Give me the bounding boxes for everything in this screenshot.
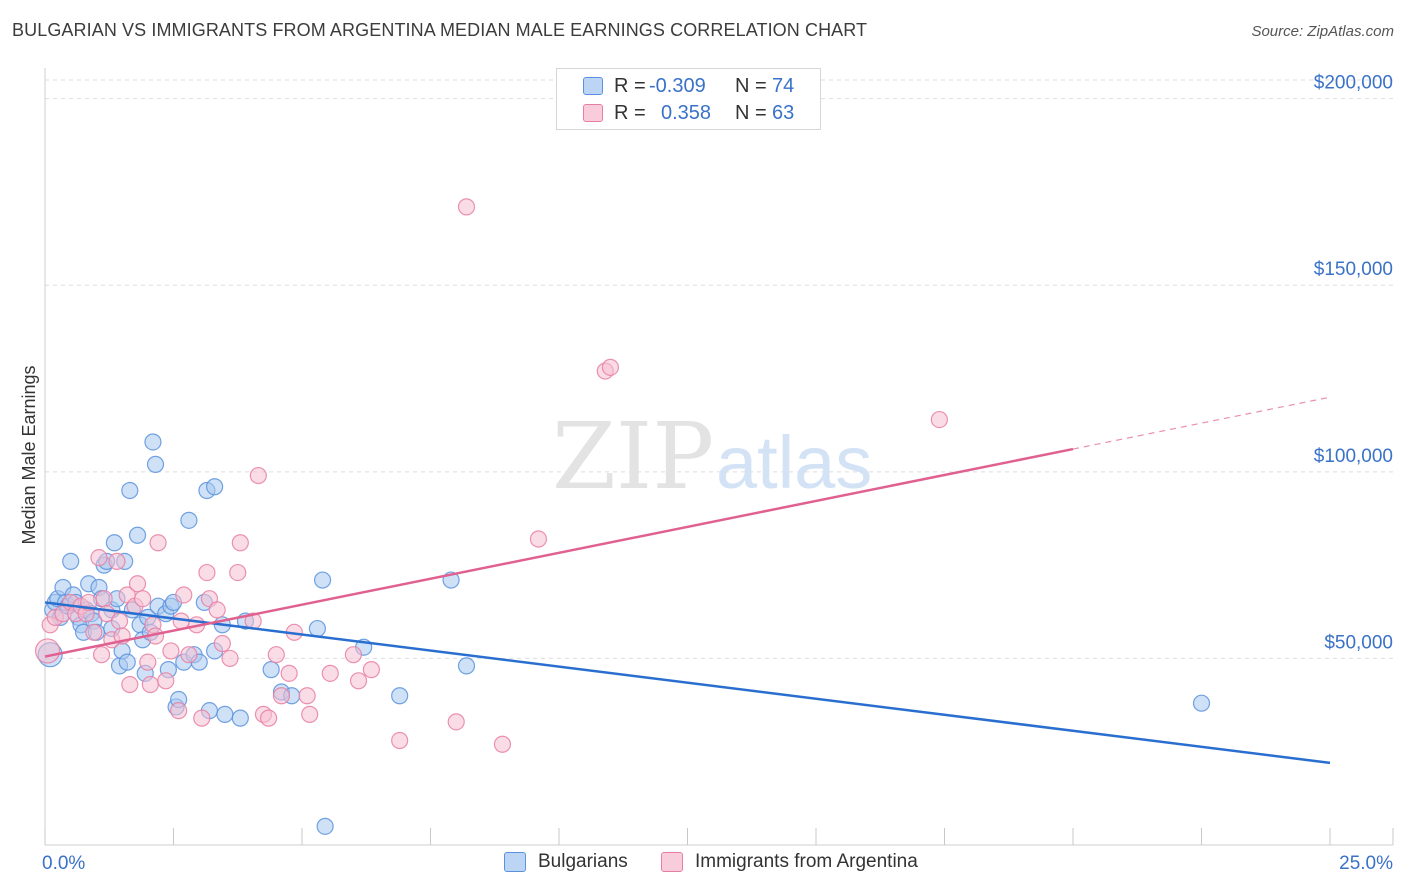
point-bulgarians: [216, 705, 234, 723]
point-bulgarians: [105, 534, 123, 552]
legend-swatch-blue: [583, 77, 603, 95]
point-bulgarians: [180, 511, 198, 529]
point-argentina: [34, 638, 61, 664]
x-tick-label: 0.0%: [42, 853, 85, 874]
gridlines: [45, 79, 1393, 659]
point-argentina: [170, 702, 188, 720]
tick-labels: $50,000 $100,000 $150,000 $200,000 0.0% 25.0%: [42, 73, 1393, 874]
point-bulgarians: [144, 433, 162, 451]
point-argentina: [493, 735, 512, 753]
point-bulgarians: [316, 817, 334, 835]
point-argentina: [139, 653, 157, 671]
r-value: 0.358: [661, 102, 712, 124]
point-bulgarians: [262, 661, 280, 679]
point-bulgarians: [62, 552, 80, 570]
correlation-legend: R = -0.309 N = 74 R = 0.358 N = 63: [556, 68, 821, 130]
point-argentina: [128, 575, 147, 593]
point-argentina: [249, 466, 267, 485]
point-argentina: [349, 672, 368, 690]
point-argentina: [391, 731, 409, 750]
point-bulgarians: [118, 653, 136, 671]
r-value: -0.309: [649, 75, 706, 97]
data-points: [34, 198, 1211, 835]
point-argentina: [221, 649, 239, 668]
legend-row-argentina: R = 0.358 N = 63: [557, 100, 820, 128]
watermark: ZIP atlas: [552, 403, 872, 510]
legend-label: Bulgarians: [538, 851, 628, 872]
point-argentina: [344, 646, 362, 664]
legend-label: Immigrants from Argentina: [695, 851, 918, 872]
point-argentina: [141, 675, 159, 694]
watermark-zip: ZIP: [552, 403, 714, 510]
point-bulgarians: [121, 481, 139, 500]
point-argentina: [157, 672, 175, 690]
chart-title: BULGARIAN VS IMMIGRANTS FROM ARGENTINA M…: [12, 20, 868, 40]
point-argentina: [229, 563, 247, 582]
y-axis-label: Median Male Earnings: [19, 365, 39, 544]
point-argentina: [95, 590, 113, 608]
point-argentina: [321, 664, 339, 682]
point-argentina: [231, 534, 249, 552]
n-value: 63: [772, 102, 795, 124]
point-argentina: [259, 709, 278, 727]
n-label: N =: [735, 75, 767, 97]
trend-line-argentina-extension: [1072, 396, 1331, 450]
n-label: N =: [735, 102, 767, 124]
point-argentina: [280, 664, 298, 682]
point-argentina: [92, 646, 111, 664]
point-argentina: [110, 612, 129, 630]
point-argentina: [149, 534, 167, 552]
trend-line-argentina: [44, 447, 1074, 658]
point-argentina: [180, 646, 198, 664]
point-argentina: [529, 530, 548, 548]
y-tick-label: $150,000: [1314, 259, 1393, 280]
point-argentina: [198, 563, 216, 582]
point-argentina: [193, 709, 211, 727]
trend-line-bulgarians: [44, 601, 1331, 765]
y-tick-label: $200,000: [1314, 73, 1393, 94]
point-argentina: [175, 586, 193, 604]
legend-row-bulgarians: R = -0.309 N = 74: [557, 73, 820, 101]
source-label: Source: ZipAtlas.com: [1251, 23, 1394, 40]
point-argentina: [208, 601, 226, 619]
point-bulgarians: [313, 571, 332, 589]
point-argentina: [121, 675, 139, 694]
point-argentina: [930, 410, 948, 429]
point-argentina: [362, 661, 380, 679]
point-bulgarians: [206, 478, 224, 496]
point-argentina: [108, 552, 126, 570]
point-argentina: [162, 642, 180, 660]
point-argentina: [90, 549, 108, 567]
point-bulgarians: [231, 709, 249, 727]
point-argentina: [272, 687, 291, 705]
point-argentina: [213, 634, 231, 653]
point-bulgarians: [128, 526, 147, 544]
n-value: 74: [772, 75, 795, 97]
point-argentina: [447, 713, 465, 731]
r-label: R =: [614, 75, 646, 97]
point-bulgarians: [308, 619, 327, 638]
y-tick-label: $100,000: [1314, 446, 1393, 467]
point-bulgarians: [457, 657, 476, 675]
legend-swatch-pink: [661, 852, 683, 872]
watermark-atlas: atlas: [716, 421, 872, 504]
axes: [44, 68, 1394, 846]
point-argentina: [267, 646, 285, 664]
point-bulgarians: [391, 687, 409, 705]
point-argentina: [601, 358, 620, 376]
y-tick-label: $50,000: [1324, 632, 1393, 653]
x-tick-label: 25.0%: [1339, 853, 1393, 874]
point-argentina: [298, 687, 316, 705]
point-argentina: [134, 590, 152, 608]
trend-lines: [44, 396, 1331, 765]
legend-swatch-pink: [583, 104, 603, 122]
point-argentina: [457, 198, 476, 216]
point-bulgarians: [146, 455, 165, 473]
point-argentina: [85, 623, 103, 641]
legend-swatch-blue: [504, 852, 526, 872]
point-bulgarians: [1192, 694, 1211, 712]
r-label: R =: [614, 102, 646, 124]
point-argentina: [301, 705, 319, 723]
